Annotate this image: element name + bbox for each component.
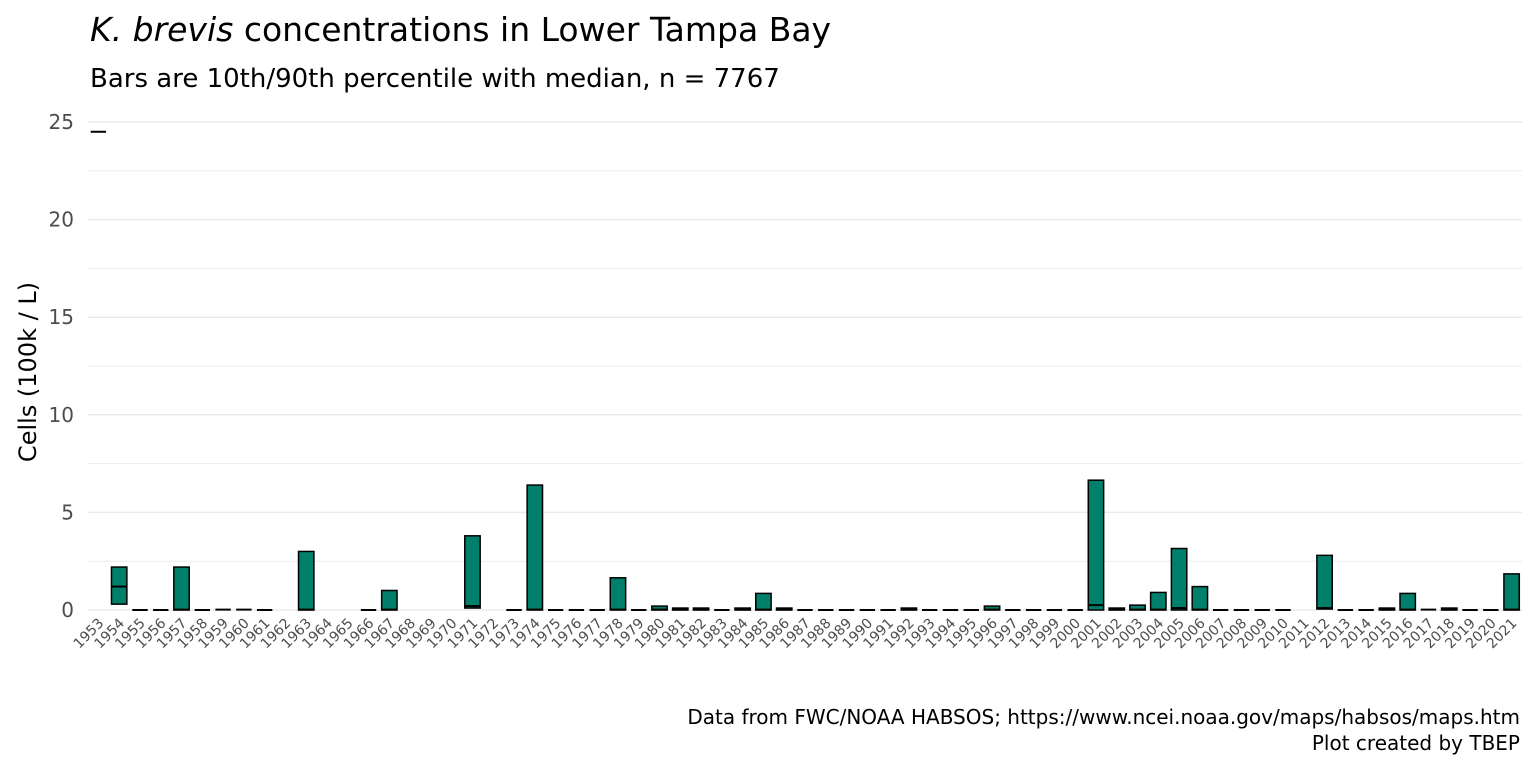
bar-2006 <box>1191 585 1209 611</box>
bar-1967 <box>380 589 398 611</box>
caption-credit: Plot created by TBEP <box>1311 731 1520 755</box>
chart-subtitle: Bars are 10th/90th percentile with media… <box>90 64 780 94</box>
bar-2016 <box>1399 592 1417 611</box>
bar-2001 <box>1087 479 1105 611</box>
chart-title-rest: concentrations in Lower Tampa Bay <box>233 10 832 49</box>
bar-2012 <box>1316 554 1334 610</box>
bar-chart: 0 5 10 15 20 25 19531954195519561957195819591… <box>14 110 1522 652</box>
y-tick-label: 0 <box>61 598 74 622</box>
bars <box>90 130 1521 611</box>
bar-2005 <box>1170 547 1188 611</box>
y-tick-label: 5 <box>61 500 74 524</box>
x-axis-ticks: 1953195419551956195719581959196019611962… <box>71 615 1521 652</box>
y-axis-label: Cells (100k / L) <box>14 282 42 462</box>
caption: Data from FWC/NOAA HABSOS; https://www.n… <box>687 704 1520 756</box>
bar-2021 <box>1503 573 1521 611</box>
bar-2004 <box>1149 591 1167 611</box>
y-axis-ticks: 0 5 10 15 20 25 <box>49 110 74 622</box>
grid-lines <box>88 121 1522 611</box>
bar-1978 <box>609 577 627 611</box>
bar-1974 <box>526 484 544 611</box>
y-tick-label: 20 <box>49 208 74 232</box>
y-tick-label: 15 <box>49 305 74 329</box>
bar-1985 <box>754 592 772 611</box>
chart-title-species: K. brevis <box>90 10 234 49</box>
bar-1963 <box>297 550 315 611</box>
y-tick-label: 25 <box>49 110 74 134</box>
caption-source: Data from FWC/NOAA HABSOS; https://www.n… <box>687 705 1520 729</box>
y-tick-label: 10 <box>49 403 74 427</box>
bar-1957 <box>173 566 190 611</box>
bar-1971 <box>464 535 481 609</box>
chart-title: K. brevis concentrations in Lower Tampa … <box>90 10 831 49</box>
